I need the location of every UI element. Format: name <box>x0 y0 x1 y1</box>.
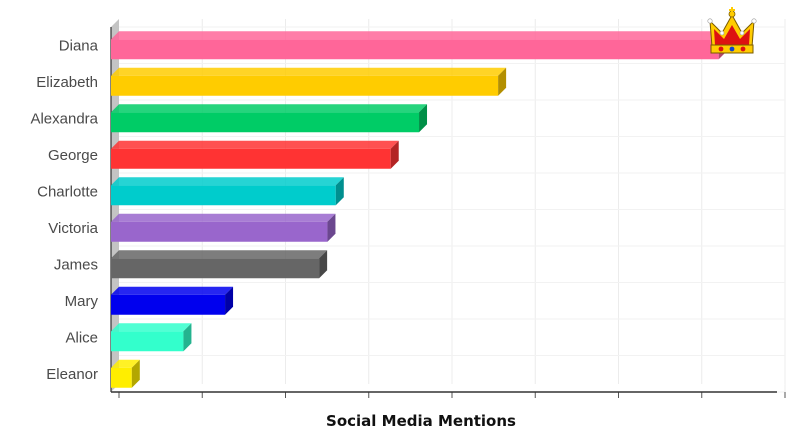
bar-front <box>111 185 336 206</box>
bar <box>111 213 336 242</box>
bar-top <box>111 286 234 295</box>
bar-front <box>111 112 420 133</box>
bar-front <box>111 258 320 279</box>
category-label: Elizabeth <box>36 74 98 91</box>
bar <box>111 323 192 352</box>
bar <box>111 177 344 206</box>
bar-end <box>335 177 344 206</box>
category-labels: Diana Elizabeth Alexandra George Charlotte Vi… <box>30 37 98 383</box>
bar-front <box>111 367 132 388</box>
bar <box>111 286 234 315</box>
category-label: James <box>54 256 98 273</box>
bar-end <box>390 140 399 169</box>
bar <box>111 104 428 133</box>
grid-lines <box>119 19 786 393</box>
category-label: George <box>48 147 98 164</box>
bar <box>111 140 399 169</box>
bar <box>111 31 727 60</box>
bar-end <box>327 213 336 242</box>
x-axis-title: Social Media Mentions <box>326 412 516 430</box>
bar-end <box>225 286 234 315</box>
bar-top <box>111 177 344 186</box>
bar-front <box>111 75 499 96</box>
category-label: Alice <box>65 329 98 346</box>
category-label: Diana <box>59 37 99 54</box>
category-label: Mary <box>65 293 99 310</box>
bar-top <box>111 323 192 332</box>
bar-front <box>111 39 719 60</box>
bar-end <box>183 323 192 352</box>
bars <box>111 31 727 388</box>
bar-top <box>111 359 140 368</box>
bar-front <box>111 331 184 352</box>
bar-top <box>111 140 399 149</box>
category-label: Victoria <box>48 220 98 237</box>
category-label: Alexandra <box>30 110 98 127</box>
bar <box>111 67 507 96</box>
bar-top <box>111 31 727 40</box>
floor <box>111 384 785 392</box>
bar-end <box>419 104 428 133</box>
bar-end <box>131 359 140 388</box>
bar-front <box>111 294 226 315</box>
category-label: Charlotte <box>37 183 98 200</box>
bar-front <box>111 148 391 169</box>
bar-top <box>111 104 428 113</box>
bar <box>111 250 328 279</box>
bar <box>111 359 140 388</box>
bar-top <box>111 213 336 222</box>
crown-icon <box>707 7 757 54</box>
bar-top <box>111 67 507 76</box>
category-label: Eleanor <box>46 366 98 383</box>
bar-end <box>498 67 507 96</box>
bar-top <box>111 250 328 259</box>
bar-end <box>319 250 328 279</box>
bar-front <box>111 221 328 242</box>
